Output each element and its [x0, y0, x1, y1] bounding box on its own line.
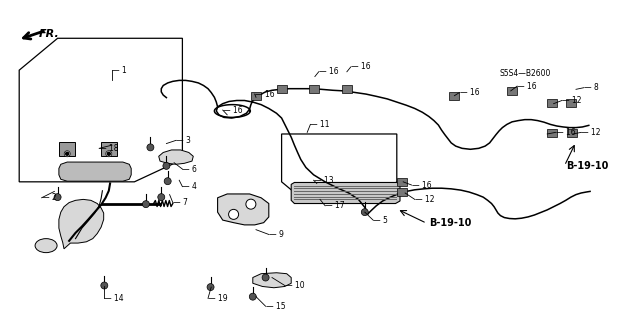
Text: — 6: — 6: [182, 165, 197, 174]
Text: — 16: — 16: [460, 88, 479, 97]
Ellipse shape: [35, 239, 57, 253]
Bar: [60, 142, 76, 156]
Text: — 18: — 18: [99, 144, 118, 153]
Text: — 3: — 3: [176, 136, 191, 145]
Text: — 14: — 14: [104, 294, 124, 303]
Text: — 7: — 7: [173, 198, 188, 207]
Text: — 16: — 16: [556, 128, 575, 137]
Polygon shape: [159, 150, 193, 164]
Text: — 12: — 12: [581, 128, 600, 137]
Circle shape: [228, 209, 239, 219]
Circle shape: [106, 151, 112, 157]
Text: — 16: — 16: [223, 106, 243, 115]
Text: — 16: — 16: [351, 63, 371, 71]
Circle shape: [64, 151, 70, 157]
Text: — 2: — 2: [42, 193, 56, 202]
Bar: [251, 92, 261, 100]
Text: — 13: — 13: [314, 176, 333, 185]
Text: — 16: — 16: [517, 82, 537, 91]
Circle shape: [207, 284, 214, 291]
Bar: [342, 85, 352, 93]
Circle shape: [54, 194, 61, 201]
Circle shape: [143, 201, 149, 208]
Text: — 12: — 12: [562, 96, 581, 105]
Bar: [507, 87, 517, 95]
Text: FR.: FR.: [38, 29, 59, 40]
Text: — 8: — 8: [584, 83, 598, 92]
Bar: [308, 85, 319, 93]
Text: B-19-10: B-19-10: [566, 161, 609, 171]
Text: — 19: — 19: [208, 294, 228, 303]
Bar: [276, 85, 287, 93]
Text: — 4: — 4: [182, 182, 197, 191]
Text: B-19-10: B-19-10: [429, 218, 471, 228]
Circle shape: [158, 194, 164, 201]
Text: — 1: — 1: [112, 66, 127, 75]
Circle shape: [164, 178, 171, 185]
Text: — 12: — 12: [415, 195, 434, 204]
Circle shape: [163, 162, 170, 169]
Circle shape: [250, 293, 256, 300]
Bar: [566, 129, 577, 137]
Bar: [101, 142, 117, 156]
Bar: [449, 92, 460, 100]
Text: — 17: — 17: [325, 201, 345, 210]
Text: — 16: — 16: [255, 90, 275, 99]
Polygon shape: [59, 199, 104, 249]
Circle shape: [246, 199, 256, 209]
Circle shape: [147, 144, 154, 151]
Bar: [547, 129, 557, 137]
Text: — 16: — 16: [319, 67, 339, 76]
Bar: [397, 178, 407, 186]
Circle shape: [362, 209, 368, 216]
Text: — 10: — 10: [285, 281, 305, 290]
Bar: [566, 99, 576, 107]
Text: — 15: — 15: [266, 302, 285, 311]
Bar: [547, 99, 557, 108]
Text: S5S4—B2600: S5S4—B2600: [499, 69, 550, 78]
Circle shape: [66, 152, 68, 155]
Polygon shape: [218, 194, 269, 225]
Text: — 16: — 16: [412, 181, 431, 189]
Text: — 5: — 5: [373, 216, 388, 225]
Circle shape: [108, 152, 110, 155]
Bar: [397, 188, 407, 197]
Circle shape: [101, 282, 108, 289]
Text: — 9: — 9: [269, 230, 284, 239]
Polygon shape: [253, 273, 291, 288]
Polygon shape: [291, 182, 400, 204]
Circle shape: [262, 274, 269, 281]
Polygon shape: [59, 162, 131, 181]
Text: — 11: — 11: [310, 120, 330, 129]
